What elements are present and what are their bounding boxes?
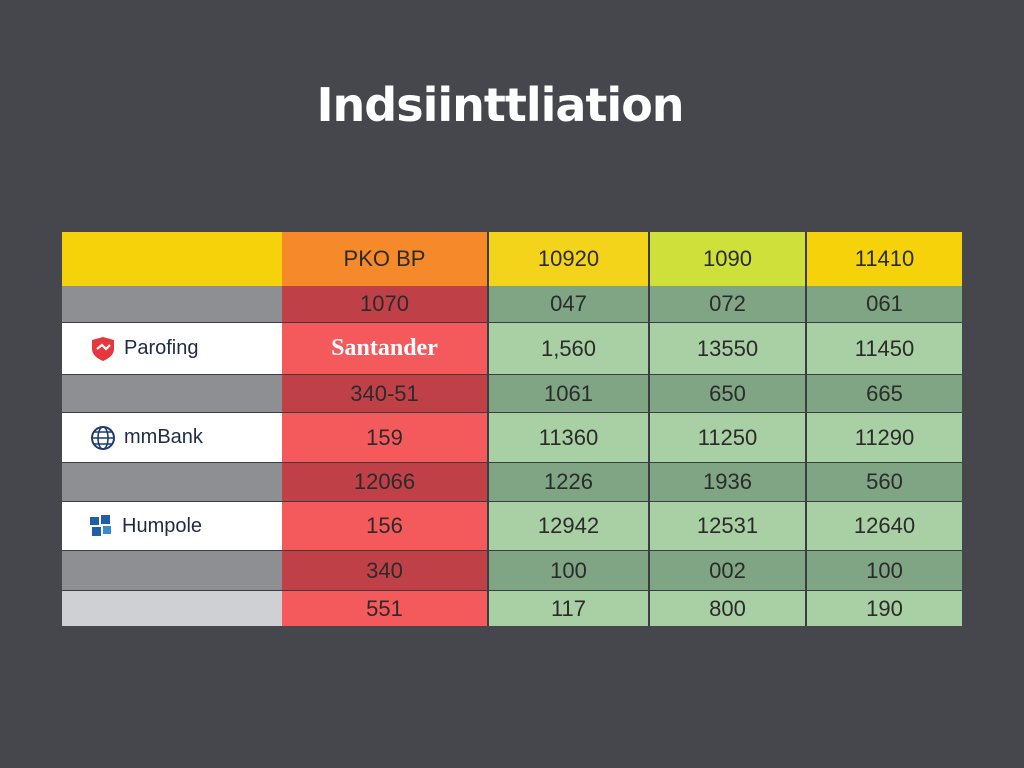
table-row: 340 100 002 100: [62, 551, 962, 590]
table-cell: 156: [282, 502, 487, 550]
brand-parofing: Parofing: [90, 336, 199, 361]
header-cell-col3: 1090: [650, 232, 805, 286]
table-cell: 100: [489, 551, 648, 590]
row-label-cell: Humpole: [62, 502, 282, 550]
header-cell-col4: 11410: [807, 232, 962, 286]
page-title: Indsiinttliation: [316, 78, 684, 132]
table-cell: 13550: [650, 323, 805, 374]
table-cell: 800: [650, 591, 805, 626]
table-cell: 1061: [489, 375, 648, 412]
puzzle-icon: [90, 515, 111, 536]
table-cell: 551: [282, 591, 487, 626]
table-cell: 650: [650, 375, 805, 412]
table-cell: 12640: [807, 502, 962, 550]
table-cell: 12531: [650, 502, 805, 550]
table-cell: 665: [807, 375, 962, 412]
table-cell: 117: [489, 591, 648, 626]
row-label-cell: Parofing: [62, 323, 282, 374]
table-cell: Santander: [282, 323, 487, 374]
table-cell: 1936: [650, 463, 805, 501]
header-cell-pko: PKO BP: [282, 232, 487, 286]
brand-label: Parofing: [124, 337, 199, 359]
table-cell: 11360: [489, 413, 648, 462]
brand-humpole: Humpole: [90, 515, 202, 538]
table-header-row: PKO BP 10920 1090 11410: [62, 232, 962, 286]
row-label: [62, 463, 282, 501]
table-cell: 340-51: [282, 375, 487, 412]
table-cell: 061: [807, 286, 962, 322]
table-row: mmBank 159 11360 11250 11290: [62, 413, 962, 462]
row-label: [62, 375, 282, 412]
row-label: [62, 591, 282, 626]
header-cell-empty: [62, 232, 282, 286]
row-label-cell: mmBank: [62, 413, 282, 462]
row-label: [62, 286, 282, 322]
table-cell: 1070: [282, 286, 487, 322]
table-row: 1070 047 072 061: [62, 286, 962, 322]
table-row: Parofing Santander 1,560 13550 11450: [62, 323, 962, 374]
table-row: 551 117 800 190: [62, 591, 962, 626]
bank-comparison-table: PKO BP 10920 1090 11410 1070 047 072 061…: [62, 232, 962, 626]
table-cell: 190: [807, 591, 962, 626]
table-cell: 1226: [489, 463, 648, 501]
table-cell: 11450: [807, 323, 962, 374]
brand-label: mmBank: [124, 426, 203, 448]
table-row: 12066 1226 1936 560: [62, 463, 962, 501]
table-cell: 11250: [650, 413, 805, 462]
table-row: Humpole 156 12942 12531 12640: [62, 502, 962, 550]
table-cell: 12942: [489, 502, 648, 550]
table-cell: 560: [807, 463, 962, 501]
bank-shield-icon: [92, 336, 114, 361]
row-label: [62, 551, 282, 590]
table-cell: 12066: [282, 463, 487, 501]
table-cell: 159: [282, 413, 487, 462]
brand-label: Humpole: [122, 514, 203, 537]
table-cell: 047: [489, 286, 648, 322]
globe-icon: [91, 425, 115, 450]
table-cell: 072: [650, 286, 805, 322]
header-cell-col2: 10920: [489, 232, 648, 286]
table-cell: 340: [282, 551, 487, 590]
table-cell: 11290: [807, 413, 962, 462]
table-cell: 1,560: [489, 323, 648, 374]
table-row: 340-51 1061 650 665: [62, 375, 962, 412]
brand-mmbank: mmBank: [90, 425, 203, 451]
table-cell: 100: [807, 551, 962, 590]
table-cell: 002: [650, 551, 805, 590]
